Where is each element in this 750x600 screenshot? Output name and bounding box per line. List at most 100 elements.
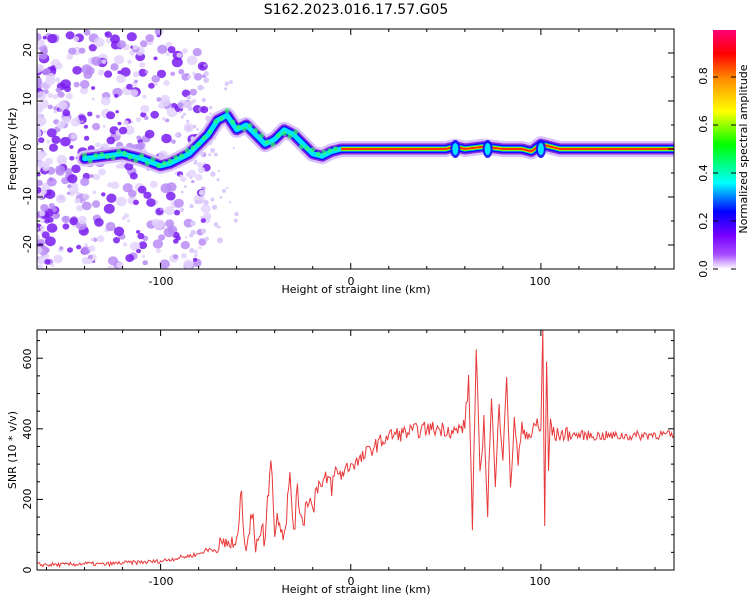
noise-speckle	[208, 105, 213, 110]
noise-speckle	[233, 218, 238, 223]
noise-speckle	[92, 200, 101, 208]
noise-speckle	[104, 31, 112, 38]
noise-speckle	[95, 114, 100, 119]
ridge-blob	[173, 155, 179, 161]
ridge-blob	[333, 146, 338, 152]
noise-speckle	[52, 94, 58, 100]
noise-speckle	[116, 196, 127, 207]
snr-xtick-label: -100	[149, 575, 174, 588]
snr-plot-area	[37, 330, 674, 569]
noise-speckle	[198, 238, 207, 246]
noise-speckle	[107, 265, 114, 269]
noise-speckle	[195, 173, 203, 181]
ridge-blob	[276, 132, 281, 138]
noise-speckle	[117, 121, 122, 126]
noise-speckle	[67, 174, 78, 184]
noise-speckle	[46, 177, 57, 187]
noise-speckle	[152, 239, 164, 249]
noise-speckle	[106, 193, 117, 203]
noise-speckle	[191, 180, 195, 184]
noise-speckle	[122, 242, 128, 247]
noise-speckle	[132, 44, 138, 50]
noise-speckle	[83, 29, 91, 36]
noise-speckle	[132, 71, 140, 78]
noise-speckle	[69, 217, 79, 226]
noise-speckle	[49, 143, 58, 152]
noise-speckle	[138, 241, 148, 250]
noise-speckle	[37, 186, 42, 194]
noise-speckle	[37, 173, 41, 177]
noise-speckle	[189, 88, 198, 96]
noise-speckle	[153, 56, 158, 61]
spectrogram-ylabel: Frequency (Hz)	[6, 108, 19, 191]
snr-xlabel: Height of straight line (km)	[281, 583, 430, 596]
noise-speckle	[179, 174, 183, 178]
noise-speckle	[69, 156, 75, 161]
noise-speckle	[203, 199, 209, 206]
noise-speckle	[37, 91, 47, 100]
noise-speckle	[53, 254, 63, 264]
noise-speckle	[161, 133, 172, 144]
noise-speckle	[42, 68, 51, 76]
noise-speckle	[96, 235, 105, 243]
noise-speckle	[105, 221, 116, 232]
noise-speckle	[210, 148, 216, 153]
noise-speckle	[37, 45, 40, 51]
noise-speckle	[200, 216, 204, 219]
noise-speckle	[185, 101, 192, 108]
ridge-blob	[315, 151, 321, 157]
noise-speckle	[87, 111, 93, 117]
noise-speckle	[98, 168, 106, 176]
noise-speckle	[46, 223, 58, 233]
noise-speckle	[97, 69, 105, 76]
noise-speckle	[141, 254, 146, 258]
noise-speckle	[62, 109, 71, 117]
noise-speckle	[47, 104, 53, 110]
noise-speckle	[186, 95, 191, 100]
colorbar-tick-label: 0.4	[697, 164, 710, 182]
colorbar-tick-label: 0.0	[697, 260, 710, 278]
noise-speckle	[103, 203, 115, 214]
ridge-blob	[99, 151, 105, 157]
noise-speckle	[177, 102, 184, 108]
noise-speckle	[136, 135, 142, 141]
noise-speckle	[90, 238, 95, 242]
ridge-blob	[247, 123, 253, 128]
noise-speckle	[69, 145, 74, 149]
ridge-high-red	[341, 143, 674, 153]
noise-speckle	[118, 126, 128, 135]
noise-speckle	[116, 40, 126, 49]
noise-speckle	[197, 162, 204, 168]
colorbar-tick-label: 0.6	[697, 115, 710, 133]
figure-title: S162.2023.016.17.57.G05	[264, 2, 449, 18]
colorbar-ticks	[713, 76, 736, 270]
noise-speckle	[37, 76, 42, 85]
noise-speckle	[114, 55, 125, 65]
ridge-blob	[304, 146, 310, 151]
noise-speckle	[51, 135, 61, 144]
noise-speckle	[159, 259, 170, 269]
noise-speckle	[129, 172, 138, 180]
noise-speckle	[114, 93, 119, 98]
noise-speckle	[173, 198, 184, 208]
snr-ylabel: SNR (10 * v/v)	[6, 411, 19, 489]
spectrogram-ytick-label: 0	[21, 144, 34, 151]
noise-speckle	[153, 219, 165, 230]
noise-speckle	[54, 62, 63, 70]
noise-speckle	[203, 63, 207, 67]
noise-speckle	[129, 241, 141, 251]
spectrogram-ytick-label: 10	[21, 92, 34, 106]
noise-speckle	[200, 218, 206, 223]
spectrogram-ytick-label: 20	[21, 43, 34, 57]
noise-speckle	[65, 31, 75, 40]
noise-speckle	[89, 174, 94, 179]
noise-speckle	[80, 86, 89, 95]
noise-speckle	[80, 120, 84, 124]
noise-speckle	[161, 117, 166, 121]
noise-speckle	[135, 143, 144, 151]
noise-speckle	[37, 264, 44, 269]
noise-speckle	[125, 254, 135, 263]
ridge-blob	[230, 119, 236, 125]
noise-speckle	[186, 119, 190, 123]
noise-speckle	[224, 81, 230, 86]
